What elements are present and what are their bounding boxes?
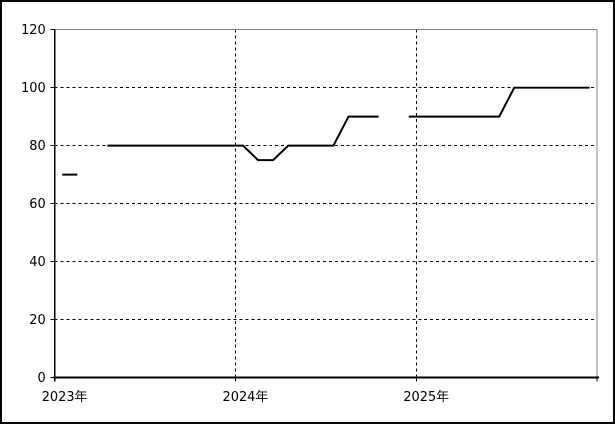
data-series-line bbox=[408, 86, 590, 118]
y-tick-label: 40 bbox=[29, 255, 45, 270]
y-tick-label: 120 bbox=[21, 23, 46, 38]
data-series-line bbox=[107, 115, 379, 162]
y-tick-label: 20 bbox=[29, 313, 45, 328]
y-tick-label: 60 bbox=[29, 197, 45, 212]
x-year-label: 2024年 bbox=[223, 390, 269, 405]
y-tick-label: 0 bbox=[37, 371, 45, 386]
x-year-label: 2025年 bbox=[403, 390, 449, 405]
y-tick-label: 80 bbox=[29, 139, 45, 154]
x-year-label: 2023年 bbox=[42, 390, 88, 405]
y-tick-label: 100 bbox=[21, 81, 46, 96]
